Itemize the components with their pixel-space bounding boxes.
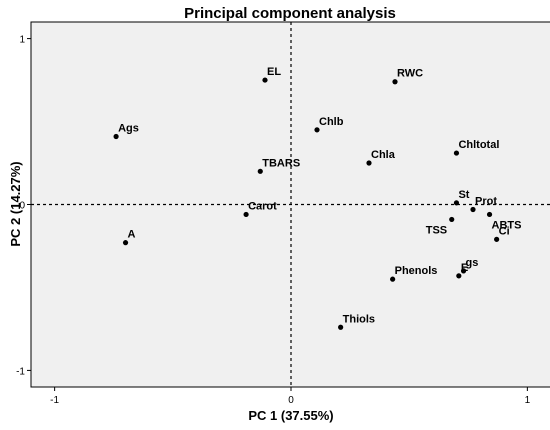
data-point-label: TSS <box>426 224 447 236</box>
data-point <box>460 268 467 274</box>
data-point-label: Chla <box>371 149 396 161</box>
data-point-label: TBARS <box>262 157 300 169</box>
y-tick-label: 0 <box>19 201 25 212</box>
axis-ticks: -1 0 1 1 0 -1 <box>16 35 530 406</box>
data-point <box>262 77 268 83</box>
data-point <box>453 150 460 156</box>
x-tick-label: 1 <box>525 395 531 406</box>
y-tick-label: -1 <box>16 366 25 377</box>
data-point-label: Carot <box>248 200 277 212</box>
data-point <box>486 211 493 218</box>
data-point <box>390 276 396 282</box>
y-tick-label: 1 <box>19 35 25 46</box>
x-tick-label: 0 <box>288 395 294 406</box>
data-point-label: E <box>461 262 468 274</box>
data-point <box>494 236 500 242</box>
data-points: EL RWC Ags Chlb Chltotal Chla TBARS Carot St Prot… <box>113 66 521 330</box>
y-axis-label: PC 2 (14.27%) <box>8 161 23 246</box>
data-point-label: Chlb <box>319 116 344 128</box>
data-point-label: Prot <box>475 195 497 207</box>
data-point-label: gs <box>466 257 479 269</box>
data-point <box>122 240 129 246</box>
chart-title: Principal component analysis <box>184 5 396 22</box>
data-point <box>243 211 249 218</box>
data-point-label: Chltotal <box>458 139 499 151</box>
data-point-label: A <box>128 229 136 241</box>
data-point <box>113 133 119 140</box>
data-point <box>470 206 476 213</box>
data-point <box>314 127 320 133</box>
data-point-label: Thiols <box>343 313 375 325</box>
data-point-label: EL <box>267 66 281 78</box>
data-point-label: Ci <box>499 225 510 237</box>
data-point-label: Ags <box>118 122 139 134</box>
x-axis-label: PC 1 (37.55%) <box>248 408 333 423</box>
data-point <box>449 216 455 223</box>
data-point <box>338 324 344 330</box>
data-point-label: Phenols <box>395 265 438 277</box>
data-point-label: RWC <box>397 68 423 80</box>
data-point-label: St <box>458 189 469 201</box>
data-point-label: ABTS <box>492 219 522 231</box>
data-point <box>453 200 460 206</box>
data-point <box>392 79 398 85</box>
data-point <box>257 168 263 174</box>
data-point <box>456 273 462 279</box>
data-point <box>366 160 372 166</box>
x-tick-label: -1 <box>50 395 59 406</box>
reference-lines <box>31 22 550 387</box>
